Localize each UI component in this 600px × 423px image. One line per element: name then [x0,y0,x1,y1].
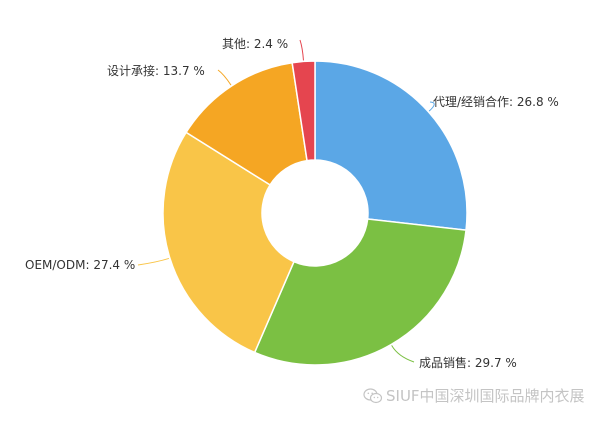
slice-label-finished-sales: 成品销售: 29.7 % [419,356,517,370]
leader-line [391,345,415,363]
leader-line [137,257,170,266]
slice-other [291,60,316,162]
slice-label-other: 其他: 2.4 % [222,37,289,51]
watermark-text: SIUF中国深圳国际品牌内衣展 [386,387,585,405]
slice-oem-odm [162,131,295,354]
slice-agency [314,60,468,231]
slice-label-agency: 代理/经销合作: 26.8 % [433,95,559,109]
slice-label-design: 设计承接: 13.7 % [107,64,205,78]
label-leader-lines [137,39,435,363]
leader-line [299,39,304,61]
wechat-icon [363,387,383,403]
leader-line [428,101,435,112]
slice-design [185,61,308,186]
leader-line [217,69,232,86]
slice-finished-sales [253,218,467,366]
donut-slices [162,60,468,366]
watermark: SIUF中国深圳国际品牌内衣展 [363,385,585,406]
slice-label-oem-odm: OEM/ODM: 27.4 % [25,258,136,272]
